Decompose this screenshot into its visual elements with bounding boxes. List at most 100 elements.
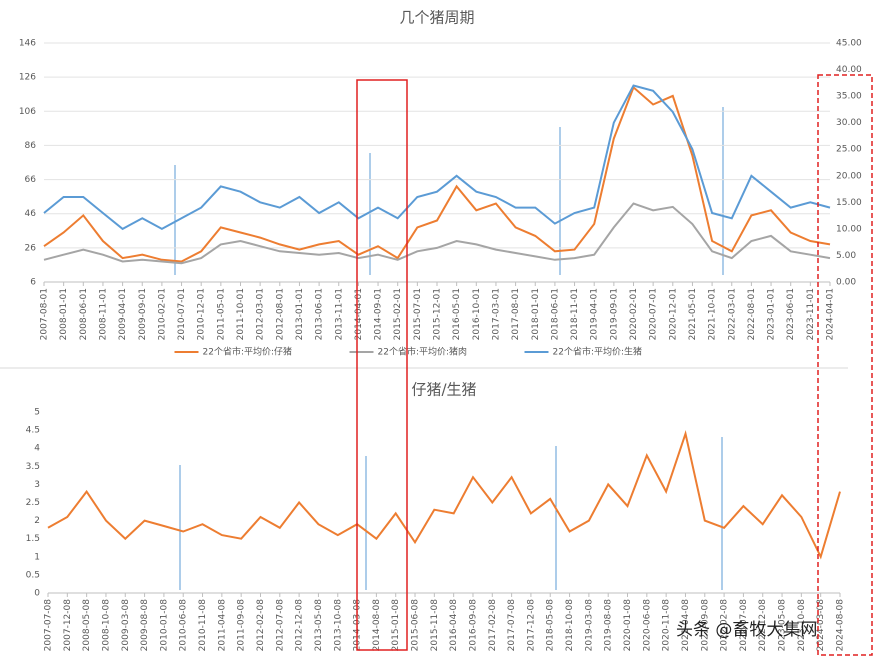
x-tick-label: 2015-02-01 bbox=[393, 288, 403, 340]
x-tick-label: 2011-05-01 bbox=[216, 288, 226, 340]
x-tick-label: 2023-10-08 bbox=[797, 599, 807, 652]
x-tick-label: 2013-05-08 bbox=[314, 599, 324, 652]
y-tick-label: 4.5 bbox=[26, 426, 40, 436]
x-tick-label: 2020-01-08 bbox=[623, 599, 633, 652]
y2-tick-label: 10.00 bbox=[836, 224, 862, 234]
x-tick-label: 2017-07-08 bbox=[507, 599, 517, 652]
x-tick-label: 2024-08-08 bbox=[836, 599, 846, 652]
y-tick-label: 1 bbox=[34, 552, 40, 562]
x-tick-label: 2021-10-01 bbox=[708, 288, 718, 340]
x-tick-label: 2019-08-08 bbox=[604, 599, 614, 652]
x-tick-label: 2010-11-08 bbox=[198, 599, 208, 652]
x-tick-label: 2010-06-08 bbox=[179, 599, 189, 652]
x-tick-label: 2009-03-08 bbox=[121, 599, 131, 652]
series-line bbox=[43, 84, 831, 231]
y-tick-label: 66 bbox=[25, 175, 37, 185]
x-tick-label: 2013-10-08 bbox=[333, 599, 343, 652]
y-tick-label: 5 bbox=[34, 408, 40, 418]
y-tick-label: 126 bbox=[19, 73, 36, 83]
series-line bbox=[43, 85, 831, 263]
chart-title: 仔猪/生猪 bbox=[411, 381, 476, 399]
x-tick-label: 2018-01-01 bbox=[531, 288, 541, 340]
x-tick-label: 2012-02-08 bbox=[256, 599, 266, 652]
x-tick-label: 2009-09-01 bbox=[138, 288, 148, 340]
x-tick-label: 2016-04-08 bbox=[449, 599, 459, 652]
legend-label: 22个省市:平均价:生猪 bbox=[553, 346, 643, 358]
x-tick-label: 2022-02-08 bbox=[720, 599, 730, 652]
x-tick-label: 2018-06-01 bbox=[550, 288, 560, 340]
x-tick-label: 2015-01-08 bbox=[391, 599, 401, 652]
y-tick-label: 2 bbox=[34, 516, 40, 526]
y-tick-label: 146 bbox=[19, 39, 36, 49]
legend-label: 22个省市:平均价:猪肉 bbox=[378, 346, 468, 358]
y2-tick-label: 15.00 bbox=[836, 198, 862, 208]
legend-label: 22个省市:平均价:仔猪 bbox=[203, 346, 293, 358]
x-tick-label: 2010-12-01 bbox=[197, 288, 207, 340]
y-tick-label: 26 bbox=[25, 243, 37, 253]
y2-tick-label: 0.00 bbox=[836, 278, 856, 288]
x-tick-label: 2007-12-08 bbox=[63, 599, 73, 652]
y-tick-label: 1.5 bbox=[26, 534, 40, 544]
x-tick-label: 2023-06-01 bbox=[786, 288, 796, 340]
x-tick-label: 2011-04-08 bbox=[217, 599, 227, 652]
y2-tick-label: 5.00 bbox=[836, 251, 856, 261]
x-tick-label: 2015-07-01 bbox=[413, 288, 423, 340]
x-tick-label: 2021-04-08 bbox=[681, 599, 691, 652]
x-tick-label: 2017-12-08 bbox=[526, 599, 536, 652]
x-tick-label: 2024-04-01 bbox=[826, 288, 836, 340]
x-tick-label: 2023-01-01 bbox=[767, 288, 777, 340]
highlight-box bbox=[356, 79, 408, 651]
x-tick-label: 2017-02-08 bbox=[488, 599, 498, 652]
x-tick-label: 2011-10-01 bbox=[236, 288, 246, 340]
x-tick-label: 2007-07-08 bbox=[44, 599, 54, 652]
x-tick-label: 2016-05-01 bbox=[452, 288, 462, 340]
x-tick-label: 2018-05-08 bbox=[546, 599, 556, 652]
x-tick-label: 2008-10-08 bbox=[101, 599, 111, 652]
x-tick-label: 2009-08-08 bbox=[140, 599, 150, 652]
highlight-box bbox=[817, 74, 873, 656]
y2-tick-label: 30.00 bbox=[836, 118, 862, 128]
y-tick-label: 6 bbox=[30, 278, 36, 288]
x-tick-label: 2020-02-01 bbox=[629, 288, 639, 340]
x-tick-label: 2014-09-01 bbox=[374, 288, 384, 340]
x-tick-label: 2017-03-01 bbox=[491, 288, 501, 340]
y-tick-label: 106 bbox=[19, 107, 36, 117]
x-tick-label: 2008-01-01 bbox=[59, 288, 69, 340]
y2-tick-label: 20.00 bbox=[836, 171, 862, 181]
y-tick-label: 46 bbox=[25, 209, 37, 219]
x-tick-label: 2020-11-08 bbox=[662, 599, 672, 652]
x-tick-label: 2016-10-01 bbox=[472, 288, 482, 340]
x-tick-label: 2024-03-08 bbox=[816, 599, 826, 652]
x-tick-label: 2009-04-01 bbox=[118, 288, 128, 340]
y2-tick-label: 35.00 bbox=[836, 92, 862, 102]
x-tick-label: 2020-06-08 bbox=[642, 599, 652, 652]
x-tick-label: 2015-06-08 bbox=[411, 599, 421, 652]
x-tick-label: 2022-03-01 bbox=[727, 288, 737, 340]
x-tick-label: 2023-05-08 bbox=[778, 599, 788, 652]
x-tick-label: 2010-07-01 bbox=[177, 288, 187, 340]
x-tick-label: 2012-03-01 bbox=[256, 288, 266, 340]
x-tick-label: 2019-03-08 bbox=[584, 599, 594, 652]
x-tick-label: 2014-04-01 bbox=[354, 288, 364, 340]
x-tick-label: 2012-12-08 bbox=[295, 599, 305, 652]
x-tick-label: 2012-08-01 bbox=[275, 288, 285, 340]
x-tick-label: 2015-11-08 bbox=[430, 599, 440, 652]
y2-tick-label: 45.00 bbox=[836, 39, 862, 49]
x-tick-label: 2019-04-01 bbox=[590, 288, 600, 340]
x-tick-label: 2010-01-08 bbox=[159, 599, 169, 652]
x-tick-label: 2007-08-01 bbox=[40, 288, 50, 340]
x-tick-label: 2021-09-08 bbox=[700, 599, 710, 652]
y-tick-label: 86 bbox=[25, 141, 37, 151]
y-tick-label: 0.5 bbox=[26, 570, 40, 580]
x-tick-label: 2018-11-01 bbox=[570, 288, 580, 340]
x-tick-label: 2019-09-01 bbox=[609, 288, 619, 340]
x-tick-label: 2008-11-01 bbox=[98, 288, 108, 340]
x-tick-label: 2008-06-01 bbox=[79, 288, 89, 340]
series-line bbox=[43, 202, 831, 265]
y-tick-label: 4 bbox=[34, 444, 40, 454]
x-tick-label: 2020-07-01 bbox=[649, 288, 659, 340]
y-tick-label: 3 bbox=[34, 480, 40, 490]
x-tick-label: 2013-11-01 bbox=[334, 288, 344, 340]
